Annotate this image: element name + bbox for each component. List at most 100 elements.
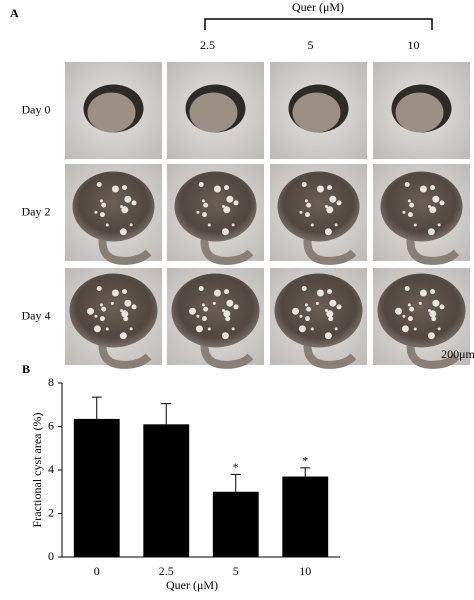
cyst: [196, 210, 200, 214]
row-label: Day 4: [22, 308, 51, 322]
y-tick-label: 0: [48, 549, 54, 563]
row-label: Day 2: [22, 204, 51, 218]
cyst: [315, 301, 319, 305]
cyst: [409, 202, 415, 208]
cyst: [336, 200, 342, 206]
explant: [395, 92, 444, 133]
cyst: [122, 289, 128, 295]
cyst: [306, 202, 312, 208]
bar: [143, 424, 190, 557]
bracket: [204, 18, 433, 30]
panel-label: B: [22, 362, 30, 376]
column-label: 10: [408, 38, 420, 52]
explant: [292, 92, 341, 133]
y-tick-label: 6: [48, 418, 54, 432]
error-bar: [91, 396, 102, 419]
error-bar: [230, 473, 241, 492]
cyst: [419, 185, 427, 193]
cyst: [225, 316, 231, 322]
y-tick-label: 8: [48, 375, 54, 389]
cyst: [299, 314, 303, 318]
cyst: [111, 185, 119, 193]
cyst: [404, 285, 410, 291]
cyst: [212, 301, 216, 305]
x-tick-label: 0: [94, 564, 100, 578]
cyst: [437, 327, 441, 331]
x-tick-label: 2.5: [159, 564, 174, 578]
cyst: [223, 206, 231, 214]
error-bar: [161, 403, 172, 425]
cyst: [439, 200, 445, 206]
cyst: [94, 314, 98, 318]
cyst: [213, 185, 221, 193]
cyst: [189, 307, 197, 315]
cyst: [407, 316, 413, 322]
cyst: [334, 327, 338, 331]
cyst: [324, 332, 332, 340]
cyst: [413, 223, 417, 227]
cyst: [119, 332, 127, 340]
cyst: [198, 181, 204, 187]
y-axis-label: Fractional cyst area (%): [30, 413, 44, 528]
cyst: [316, 185, 324, 193]
cyst: [402, 314, 406, 318]
cyst: [329, 299, 337, 307]
cyst: [226, 195, 234, 203]
cyst: [292, 307, 300, 315]
kidney: [277, 171, 360, 242]
cyst: [101, 306, 107, 312]
cyst: [326, 206, 334, 214]
cyst: [129, 327, 133, 331]
x-axis-label: Quer (μM): [166, 578, 218, 592]
cyst: [299, 210, 303, 214]
cyst: [407, 303, 411, 307]
cyst: [99, 316, 105, 322]
cyst: [123, 316, 129, 322]
cyst: [201, 316, 207, 322]
ureter: [98, 335, 152, 369]
kidney: [174, 171, 257, 242]
kidney: [377, 273, 466, 348]
ureter: [200, 231, 254, 265]
cyst: [402, 210, 406, 214]
cyst: [327, 185, 333, 191]
cyst: [428, 205, 431, 208]
cyst: [129, 223, 133, 227]
cyst: [131, 304, 137, 310]
kidney: [380, 171, 463, 242]
cyst: [409, 306, 415, 312]
cyst: [122, 185, 128, 191]
cyst: [430, 289, 436, 295]
cyst: [430, 185, 436, 191]
cyst: [304, 199, 308, 203]
cyst: [324, 228, 332, 236]
significance-label: *: [302, 454, 308, 468]
cyst: [401, 325, 409, 333]
cyst: [325, 205, 328, 208]
cyst: [431, 316, 437, 322]
x-tick-label: 5: [233, 564, 239, 578]
cyst: [432, 299, 440, 307]
cyst: [221, 228, 229, 236]
ureter: [406, 231, 460, 265]
cyst: [418, 301, 422, 305]
cyst: [328, 316, 334, 322]
cyst: [427, 332, 435, 340]
cyst: [304, 212, 310, 218]
cyst: [427, 228, 435, 236]
image-grid: [65, 62, 470, 369]
cyst: [429, 206, 437, 214]
cyst: [404, 181, 410, 187]
cyst: [121, 310, 129, 318]
cyst: [407, 212, 413, 218]
cyst: [207, 327, 211, 331]
kidney: [171, 273, 260, 348]
cyst: [131, 200, 137, 206]
cyst: [439, 304, 445, 310]
cyst: [224, 289, 230, 295]
cyst: [93, 325, 101, 333]
cyst: [105, 327, 109, 331]
ureter: [303, 231, 357, 265]
cyst: [233, 200, 239, 206]
